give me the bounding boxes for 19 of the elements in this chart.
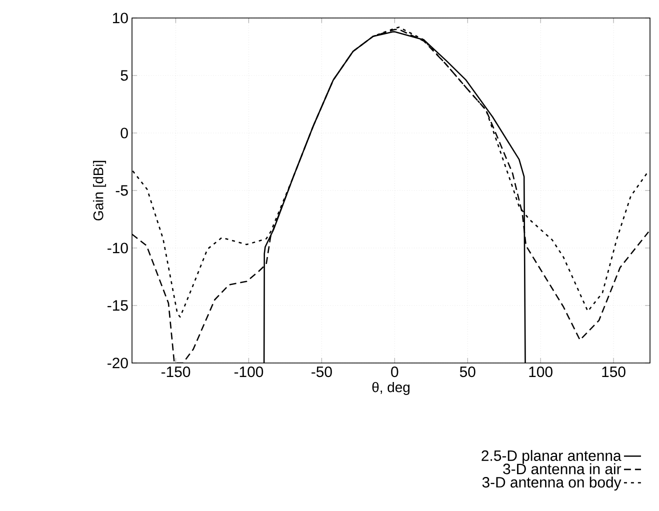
x-tick-label: 150 <box>602 366 626 378</box>
y-tick-label: -5 <box>116 185 128 196</box>
y-tick-label: 10 <box>113 12 128 24</box>
x-tick-label: 50 <box>460 366 476 378</box>
x-tick-label: -50 <box>312 366 332 378</box>
x-tick-label: -150 <box>161 366 190 378</box>
x-axis-title: θ, deg <box>372 382 410 395</box>
x-tick-label: 0 <box>391 366 398 378</box>
y-tick-label: -10 <box>108 242 128 254</box>
legend-label: 3-D antenna on body <box>482 476 622 491</box>
y-tick-label: -20 <box>108 358 128 368</box>
x-tick-label: 100 <box>529 366 552 378</box>
y-tick-label: 5 <box>120 70 128 81</box>
y-tick-label: 0 <box>120 128 128 138</box>
y-tick-label: -15 <box>108 300 128 311</box>
y-axis-title: Gain [dBi] <box>93 160 106 220</box>
legend-label: 2.5-D planar antenna <box>482 450 622 464</box>
legend-label: 3-D antenna in air <box>503 463 622 474</box>
x-tick-label: -100 <box>234 366 264 378</box>
